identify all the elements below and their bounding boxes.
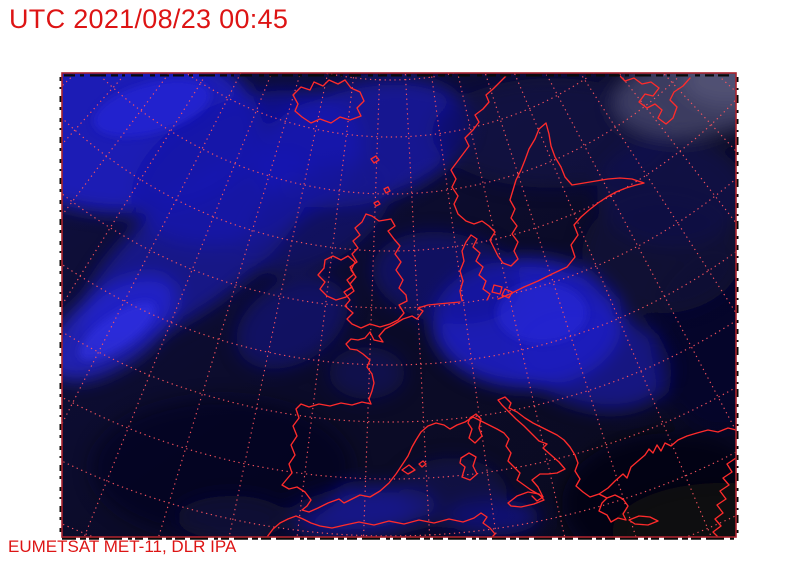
cloud-detail-layer xyxy=(79,79,587,360)
attribution-label: EUMETSAT MET-11, DLR IPA xyxy=(8,537,237,556)
latitude-longitude-grid xyxy=(62,73,736,537)
map-frame xyxy=(59,72,739,540)
coastlines xyxy=(266,74,736,537)
satellite-map xyxy=(59,72,739,540)
satellite-imagery xyxy=(62,73,736,537)
timestamp-label: UTC 2021/08/23 00:45 xyxy=(9,4,289,34)
